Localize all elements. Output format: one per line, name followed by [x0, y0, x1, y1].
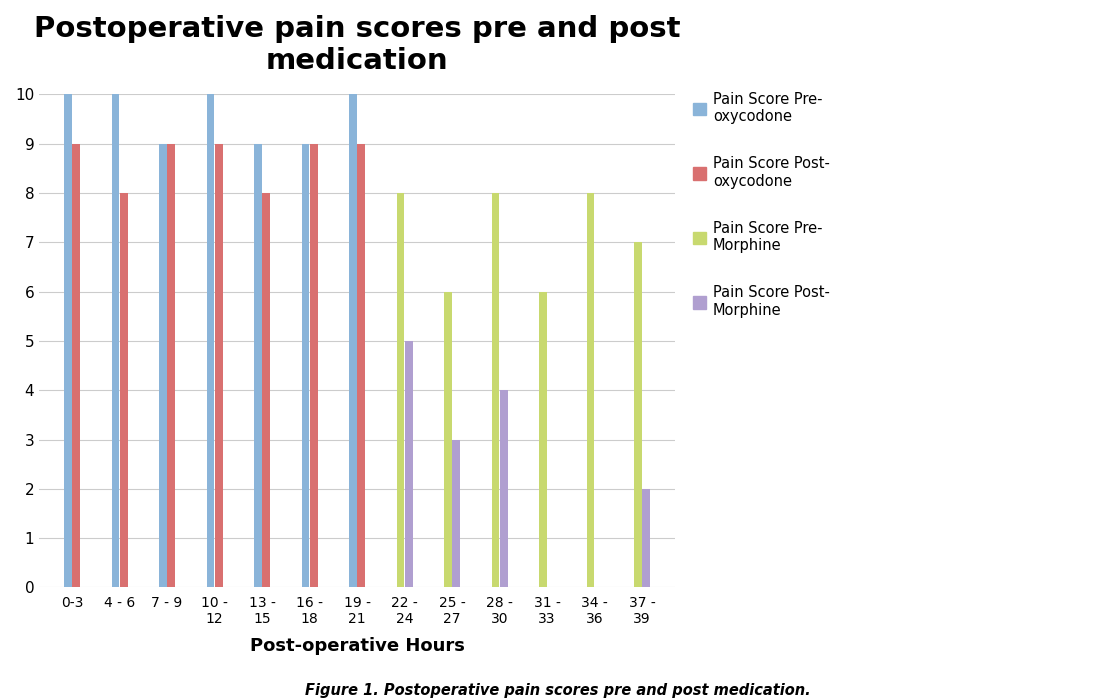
Title: Postoperative pain scores pre and post
medication: Postoperative pain scores pre and post m… — [33, 15, 680, 75]
Bar — [539, 292, 547, 588]
Bar — [357, 144, 366, 588]
Bar — [262, 193, 270, 588]
Bar — [586, 193, 594, 588]
Bar — [119, 193, 128, 588]
Bar — [642, 489, 650, 588]
Bar — [349, 94, 357, 588]
Bar — [215, 144, 223, 588]
Bar — [254, 144, 262, 588]
Bar — [310, 144, 318, 588]
Bar — [500, 390, 507, 588]
Bar — [64, 94, 72, 588]
Bar — [167, 144, 175, 588]
Bar — [206, 94, 214, 588]
Bar — [492, 193, 500, 588]
Bar — [301, 144, 310, 588]
Bar — [397, 193, 405, 588]
Bar — [634, 242, 642, 588]
Bar — [159, 144, 167, 588]
Bar — [405, 341, 413, 588]
Text: Figure 1. Postoperative pain scores pre and post medication.: Figure 1. Postoperative pain scores pre … — [304, 683, 811, 697]
Bar — [453, 440, 460, 588]
Bar — [444, 292, 452, 588]
Bar — [72, 144, 80, 588]
Bar — [112, 94, 119, 588]
X-axis label: Post-operative Hours: Post-operative Hours — [250, 637, 465, 655]
Legend: Pain Score Pre-
oxycodone, Pain Score Post-
oxycodone, Pain Score Pre-
Morphine,: Pain Score Pre- oxycodone, Pain Score Po… — [692, 92, 830, 318]
